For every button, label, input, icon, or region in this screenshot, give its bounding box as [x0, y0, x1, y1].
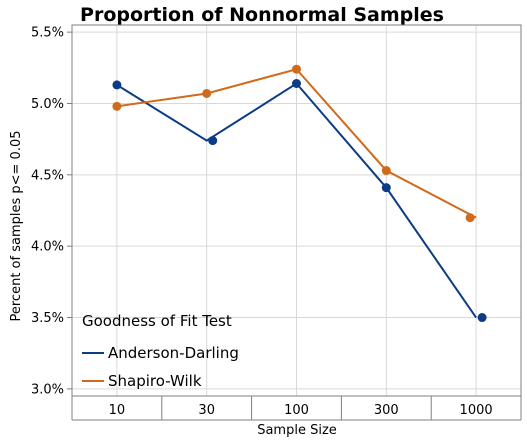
y-tick-label: 3.0%: [31, 382, 64, 397]
data-point-shapiro-wilk: [465, 213, 475, 223]
data-point-shapiro-wilk: [381, 166, 391, 176]
grid: [72, 25, 521, 396]
legend-label-shapiro-wilk: Shapiro-Wilk: [108, 372, 202, 390]
plot-frame: [71, 24, 522, 397]
x-tick-label: 1000: [460, 403, 493, 418]
data-point-anderson-darling: [477, 313, 487, 323]
legend-label-anderson-darling: Anderson-Darling: [108, 344, 239, 362]
legend-title: Goodness of Fit Test: [82, 312, 232, 330]
data-point-shapiro-wilk: [292, 64, 301, 74]
y-tick-label: 5.5%: [31, 26, 64, 41]
y-tick-label: 4.5%: [31, 168, 64, 183]
y-axis-label: Percent of samples p<= 0.05: [9, 131, 24, 322]
data-point-anderson-darling: [292, 79, 301, 89]
x-tick-label: 10: [109, 403, 126, 418]
data-point-anderson-darling: [112, 80, 122, 90]
y-tick-label: 4.0%: [31, 240, 64, 255]
y-tick-label: 3.5%: [31, 311, 64, 326]
legend: Goodness of Fit Test Anderson-Darling Sh…: [82, 312, 239, 390]
data-point-anderson-darling: [381, 183, 391, 193]
data-point-shapiro-wilk: [202, 88, 212, 98]
x-axis: 10 30 100 300 1000: [71, 396, 522, 421]
data-point-anderson-darling: [208, 136, 218, 146]
data-point-shapiro-wilk: [112, 101, 122, 111]
x-tick-label: 30: [198, 403, 215, 418]
x-tick-label: 100: [284, 403, 309, 418]
y-tick-label: 5.0%: [31, 97, 64, 112]
chart-title: Proportion of Nonnormal Samples: [80, 4, 444, 26]
y-axis: 3.0% 3.5% 4.0% 4.5% 5.0% 5.5%: [31, 26, 72, 397]
x-tick-label: 300: [374, 403, 399, 418]
series-layer: [112, 64, 487, 323]
x-axis-label: Sample Size: [257, 423, 337, 438]
